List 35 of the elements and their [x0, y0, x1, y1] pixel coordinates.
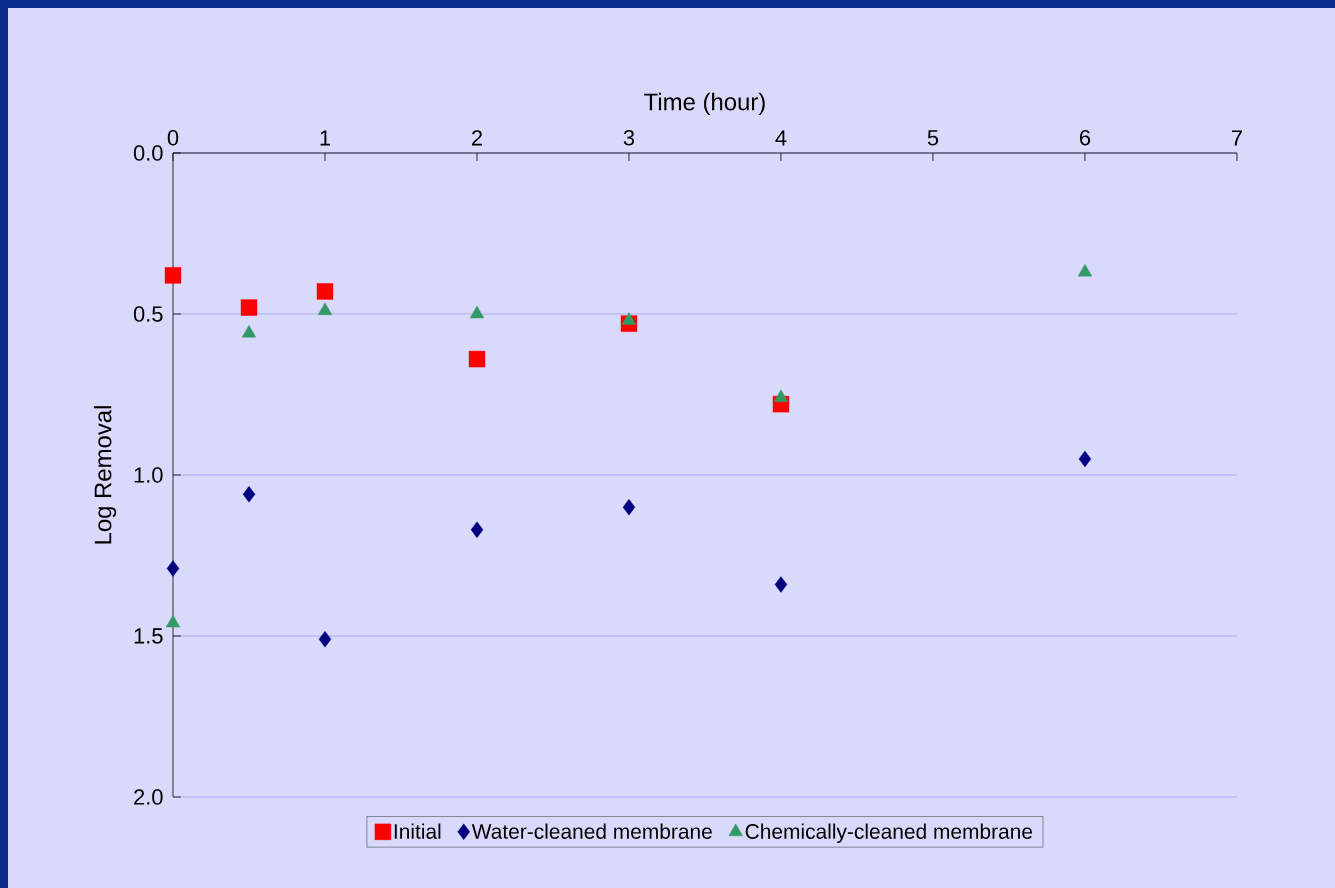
x-tick-label: 0 — [167, 129, 179, 146]
x-tick-label: 4 — [775, 130, 787, 146]
x-tick-label: 6 — [1079, 129, 1091, 146]
x-tick-label: 2 — [472, 130, 482, 146]
point — [317, 302, 333, 315]
point — [773, 389, 789, 402]
point — [318, 631, 332, 648]
point — [240, 299, 258, 316]
y-tick-label: 2.0 — [134, 789, 163, 805]
point — [622, 499, 636, 516]
x-tick-label: 7 — [1231, 130, 1242, 146]
point — [1078, 450, 1092, 468]
point — [164, 267, 182, 284]
point — [166, 560, 180, 577]
point — [470, 521, 484, 538]
point — [316, 283, 334, 300]
x-axis-title: Time (hour) — [644, 92, 765, 116]
y-tick-label: 1.5 — [134, 628, 163, 644]
x-tick-label: 3 — [623, 129, 635, 146]
point — [774, 576, 788, 593]
y-tick-label: 1.0 — [134, 467, 163, 483]
y-tick-label: 0.5 — [133, 306, 163, 322]
y-tick-label: 0.0 — [133, 145, 163, 161]
point — [469, 305, 485, 319]
point — [1077, 263, 1093, 277]
y-axis-title: Log Removal — [93, 406, 117, 544]
point — [621, 312, 637, 325]
x-tick-label: 5 — [927, 130, 939, 146]
x-tick-label: 1 — [320, 130, 331, 146]
legend-label: Chemically-cleaned membrane — [745, 823, 1033, 844]
legend-label: Water-cleaned membrane — [471, 823, 712, 839]
point — [241, 325, 257, 338]
point — [242, 486, 256, 503]
point — [468, 350, 486, 368]
legend-label: Initial — [394, 823, 441, 839]
